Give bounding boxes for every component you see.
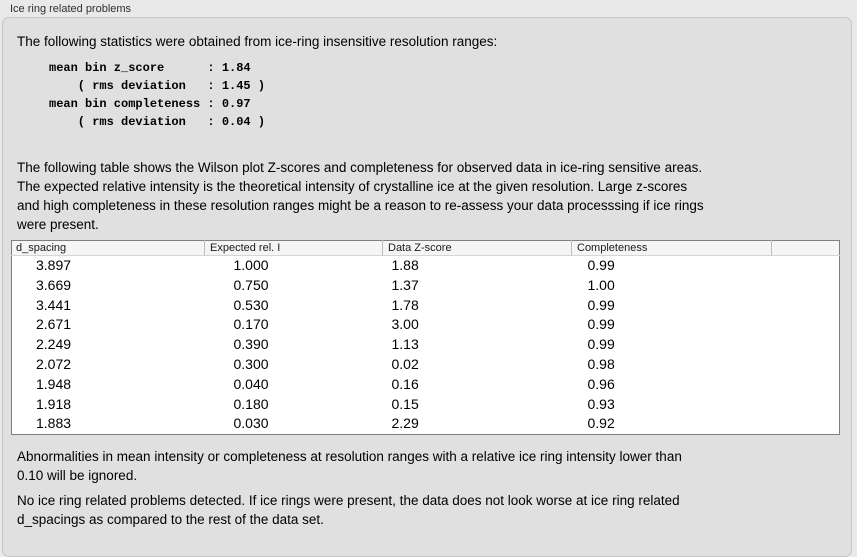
- cell-d-spacing: 1.883: [36, 415, 72, 432]
- cell-expected-rel-i: 0.750: [233, 276, 269, 293]
- cell-d-spacing: 3.441: [36, 296, 72, 313]
- table-row[interactable]: 1.948 0.040 0.16 0.96: [12, 375, 840, 395]
- cell-data-z-score: 1.13: [391, 336, 419, 353]
- cell-d-spacing: 2.072: [36, 355, 72, 372]
- table-row[interactable]: 2.671 0.170 3.00 0.99: [12, 315, 840, 335]
- cell-expected-rel-i: 0.530: [233, 296, 269, 313]
- cell-expected-rel-i: 1.000: [233, 257, 269, 273]
- cell-data-z-score: 0.02: [391, 355, 419, 372]
- conclusion-text: No ice ring related problems detected. I…: [17, 493, 680, 528]
- cell-data-z-score: 1.78: [391, 296, 419, 313]
- cell-spacer: [772, 335, 840, 355]
- table-row[interactable]: 2.249 0.390 1.13 0.99: [12, 335, 840, 355]
- cell-completeness: 0.98: [587, 355, 615, 372]
- cell-expected-rel-i: 0.180: [233, 395, 269, 412]
- cell-expected-rel-i: 0.040: [233, 375, 269, 392]
- cell-d-spacing: 1.918: [36, 395, 72, 412]
- table-row[interactable]: 1.883 0.030 2.29 0.92: [12, 414, 840, 434]
- table-header-row: d_spacing Expected rel. I Data Z-score C…: [11, 240, 840, 256]
- cell-spacer: [772, 276, 840, 296]
- cell-expected-rel-i: 0.300: [233, 355, 269, 372]
- cell-spacer: [772, 395, 840, 415]
- cell-d-spacing: 3.669: [36, 276, 72, 293]
- cell-spacer: [772, 355, 840, 375]
- cell-completeness: 0.99: [587, 316, 615, 333]
- cell-data-z-score: 0.16: [391, 375, 419, 392]
- column-header-expected-rel-i[interactable]: Expected rel. I: [204, 240, 383, 256]
- cell-data-z-score: 1.88: [391, 257, 419, 273]
- stats-block: mean bin z_score : 1.84 ( rms deviation …: [49, 61, 266, 129]
- cell-completeness: 0.99: [587, 336, 615, 353]
- footnote-text: Abnormalities in mean intensity or compl…: [17, 449, 682, 484]
- table-row[interactable]: 3.441 0.530 1.78 0.99: [12, 296, 840, 316]
- table-row[interactable]: 2.072 0.300 0.02 0.98: [12, 355, 840, 375]
- cell-spacer: [772, 256, 840, 276]
- cell-spacer: [772, 414, 840, 434]
- cell-d-spacing: 2.249: [36, 336, 72, 353]
- intro-text: The following statistics were obtained f…: [17, 34, 498, 49]
- column-header-spacer: [771, 240, 840, 256]
- cell-d-spacing: 2.671: [36, 316, 72, 333]
- ice-ring-table-grid: d_spacing Expected rel. I Data Z-score C…: [11, 240, 840, 436]
- cell-data-z-score: 0.15: [391, 395, 419, 412]
- cell-completeness: 0.93: [587, 395, 615, 412]
- cell-data-z-score: 2.29: [391, 415, 419, 432]
- cell-completeness: 0.92: [587, 415, 615, 432]
- cell-spacer: [772, 315, 840, 335]
- table-row[interactable]: 3.669 0.750 1.37 1.00: [12, 276, 840, 296]
- column-header-data-z-score[interactable]: Data Z-score: [382, 240, 572, 256]
- cell-data-z-score: 1.37: [391, 276, 419, 293]
- cell-d-spacing: 1.948: [36, 375, 72, 392]
- cell-completeness: 0.99: [587, 296, 615, 313]
- column-header-completeness[interactable]: Completeness: [571, 240, 772, 256]
- panel-title: Ice ring related problems: [10, 3, 132, 15]
- cell-expected-rel-i: 0.390: [233, 336, 269, 353]
- table-row[interactable]: 3.897 1.000 1.88 0.99: [12, 256, 840, 276]
- cell-completeness: 0.96: [587, 375, 615, 392]
- ice-ring-table: d_spacing Expected rel. I Data Z-score C…: [11, 240, 840, 436]
- cell-completeness: 0.99: [587, 257, 615, 273]
- cell-completeness: 1.00: [587, 276, 615, 293]
- table-row[interactable]: 1.918 0.180 0.15 0.93: [12, 395, 840, 415]
- cell-spacer: [772, 296, 840, 316]
- column-header-d-spacing[interactable]: d_spacing: [11, 240, 205, 256]
- cell-expected-rel-i: 0.030: [233, 415, 269, 432]
- description-text: The following table shows the Wilson plo…: [17, 160, 704, 232]
- cell-data-z-score: 3.00: [391, 316, 419, 333]
- cell-expected-rel-i: 0.170: [233, 316, 269, 333]
- cell-spacer: [772, 375, 840, 395]
- ice-ring-panel: The following statistics were obtained f…: [2, 17, 852, 557]
- cell-d-spacing: 3.897: [36, 257, 72, 273]
